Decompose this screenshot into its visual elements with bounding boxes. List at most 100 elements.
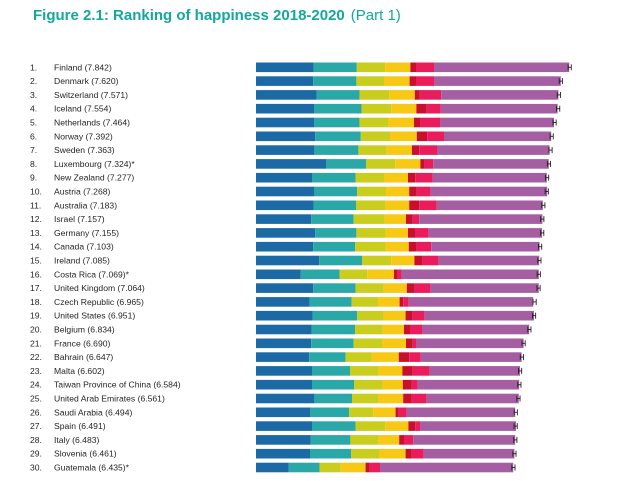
bar-segment xyxy=(371,352,399,362)
bar-segment xyxy=(395,407,399,418)
bar-segment xyxy=(349,407,374,418)
bar-segment xyxy=(383,283,407,293)
bar-segment xyxy=(312,366,350,376)
bar-segment xyxy=(383,310,406,321)
country-label: Belgium (6.834) xyxy=(54,325,115,335)
bar-segment xyxy=(256,310,313,321)
bar-segment xyxy=(256,324,312,335)
bar-segment xyxy=(415,421,421,431)
bar-segment xyxy=(256,338,312,349)
bar-segment xyxy=(427,131,444,142)
rank-number: 10. xyxy=(30,187,42,197)
rank-number: 27. xyxy=(30,421,42,431)
bar-segment xyxy=(351,448,380,459)
bar-segment xyxy=(436,200,543,211)
bar-segment xyxy=(373,407,396,418)
bar-segment xyxy=(384,76,410,86)
country-label: Germany (7.155) xyxy=(54,228,119,238)
bar-segment xyxy=(409,186,417,197)
country-label: Saudi Arabia (6.494) xyxy=(54,407,132,417)
bar-segment xyxy=(382,338,406,349)
bar-segment xyxy=(385,228,408,238)
bar-segment xyxy=(311,338,354,349)
bar-segment xyxy=(313,241,356,252)
bar-segment xyxy=(402,366,413,376)
country-label: Israel (7.157) xyxy=(54,214,105,224)
rank-number: 15. xyxy=(30,256,42,266)
country-label: Slovenia (6.461) xyxy=(54,449,117,459)
bar-segment xyxy=(256,448,310,459)
bar-segment xyxy=(315,131,361,142)
rank-number: 1. xyxy=(30,62,37,72)
rank-number: 22. xyxy=(30,352,42,362)
bar-segment xyxy=(422,255,439,266)
bar-segment xyxy=(345,352,372,362)
bar-segment xyxy=(386,186,410,197)
bar-segment xyxy=(312,421,356,431)
bar-segment xyxy=(378,435,400,445)
bar-segment xyxy=(356,200,386,211)
rank-number: 13. xyxy=(30,228,42,238)
bar-segment xyxy=(310,448,352,459)
bar-segment xyxy=(426,103,441,114)
country-label: Iceland (7.554) xyxy=(54,104,111,114)
bar-segment xyxy=(415,172,433,183)
bar-segment xyxy=(256,297,310,307)
bar-segment xyxy=(438,255,540,266)
bar-segment xyxy=(354,379,383,390)
bar-segment xyxy=(391,103,417,114)
rank-number: 9. xyxy=(30,173,37,183)
bar-segment xyxy=(313,76,357,86)
bar-segment xyxy=(356,76,384,86)
bar-segment xyxy=(256,393,315,404)
bar-segment xyxy=(356,62,386,73)
bar-segment xyxy=(378,393,404,404)
bar-segment xyxy=(314,393,352,404)
bar-segment xyxy=(365,462,370,473)
bar-segment xyxy=(256,283,314,293)
bar-segment xyxy=(414,255,423,266)
bar-segment xyxy=(385,62,411,73)
bar-segment xyxy=(312,310,358,321)
bar-segment xyxy=(440,117,554,128)
bar-segment xyxy=(359,90,390,100)
bar-segment xyxy=(395,159,421,169)
bar-segment xyxy=(256,145,315,155)
bar-segment xyxy=(405,310,413,321)
bar-segment xyxy=(406,214,413,224)
rank-number: 29. xyxy=(30,449,42,459)
bar-segment xyxy=(256,131,316,142)
bar-segment xyxy=(378,297,400,307)
bar-segment xyxy=(416,76,435,86)
rank-number: 24. xyxy=(30,380,42,390)
bar-segment xyxy=(256,421,312,431)
bar-segment xyxy=(409,76,416,86)
bar-segment xyxy=(419,214,543,224)
bar-segment xyxy=(300,269,340,280)
bar-segment xyxy=(314,186,358,197)
bar-segment xyxy=(358,145,387,155)
bar-segment xyxy=(256,407,310,418)
country-label: United Kingdom (7.064) xyxy=(54,283,145,293)
bar-segment xyxy=(256,62,314,73)
bar-segment xyxy=(256,366,312,376)
bar-segment xyxy=(406,407,516,418)
bar-segment xyxy=(415,228,429,238)
rank-number: 12. xyxy=(30,214,42,224)
country-label: Costa Rica (7.069)* xyxy=(54,269,130,279)
bar-segment xyxy=(385,241,409,252)
bar-segment xyxy=(256,186,315,197)
bar-segment xyxy=(420,421,516,431)
bar-segment xyxy=(340,462,366,473)
rank-number: 11. xyxy=(30,200,41,210)
bar-segment xyxy=(355,241,386,252)
bar-segment xyxy=(411,379,418,390)
bar-segment xyxy=(310,407,350,418)
bar-segment xyxy=(326,159,366,169)
bar-segment xyxy=(256,241,314,252)
bar-segment xyxy=(310,435,351,445)
bar-segment xyxy=(256,159,326,169)
bar-segment xyxy=(398,352,410,362)
bar-segment xyxy=(408,228,416,238)
